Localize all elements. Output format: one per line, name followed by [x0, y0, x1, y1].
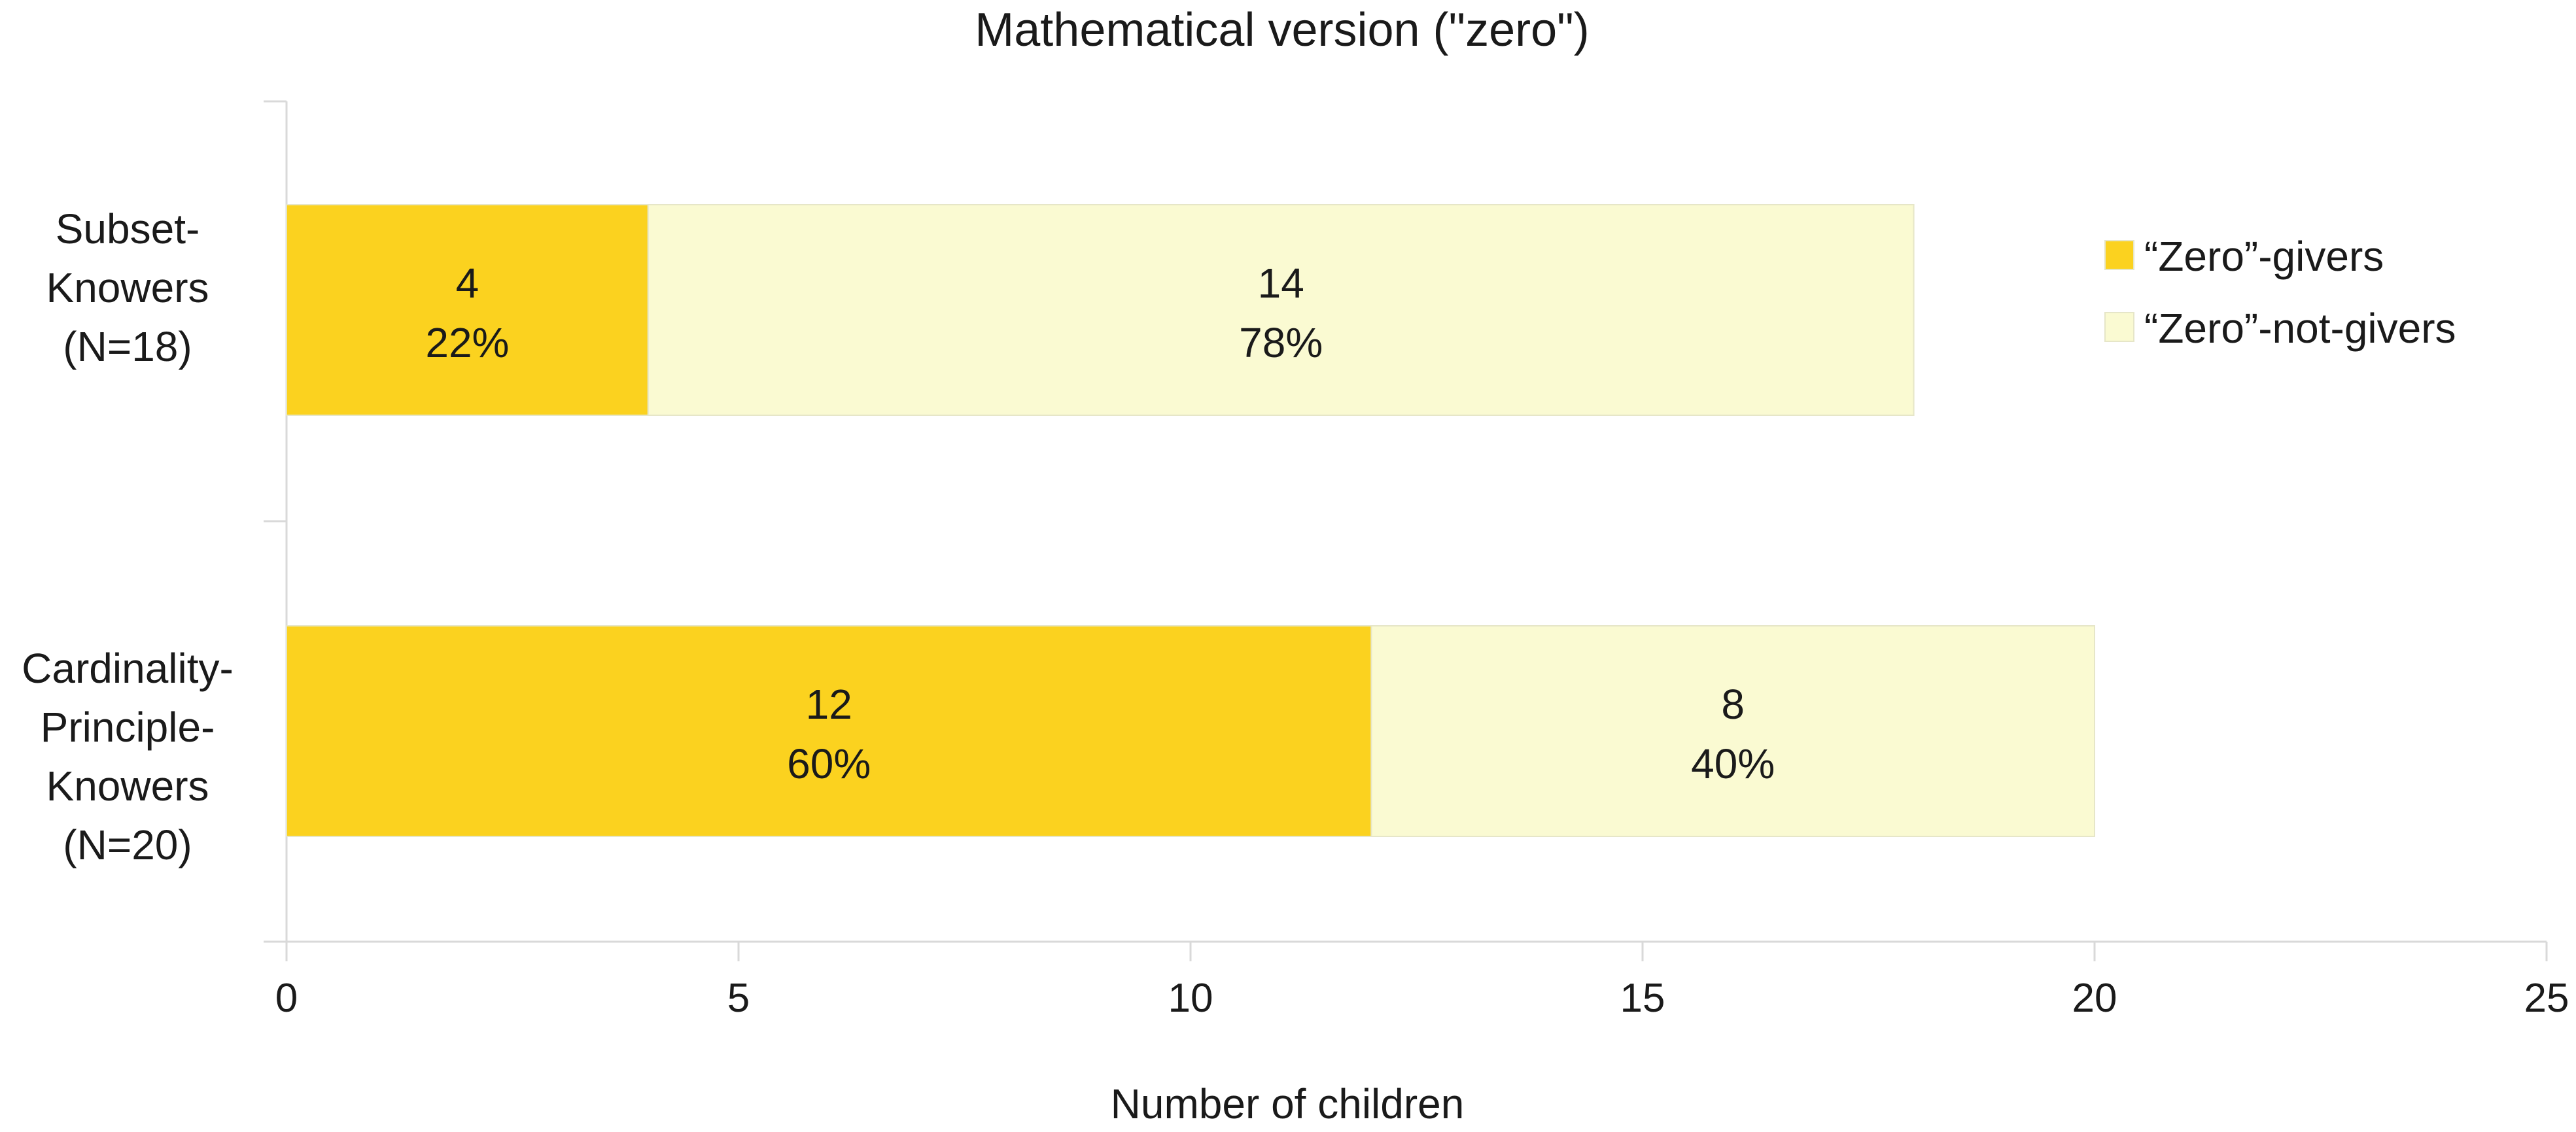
category-label: Subset- Knowers (N=18)	[46, 205, 209, 370]
legend-swatch	[2104, 312, 2134, 342]
x-tick-label: 0	[275, 976, 298, 1021]
category-label-line: Cardinality-	[22, 645, 234, 692]
legend-label: “Zero”-not-givers	[2144, 305, 2456, 352]
legend-swatch	[2104, 240, 2134, 270]
category-label-line: (N=20)	[63, 821, 192, 868]
chart-title: Mathematical version ("zero")	[975, 4, 1589, 56]
category-label-line: Subset-	[56, 205, 200, 252]
category-label-line: Knowers	[46, 763, 209, 810]
bar-percent-label: 78%	[1239, 319, 1323, 366]
x-tick-label: 10	[1168, 976, 1213, 1021]
bar-value-label: 14	[1258, 260, 1304, 307]
x-tick-label: 20	[2072, 976, 2117, 1021]
bar-percent-label: 22%	[425, 319, 509, 366]
bar-value-label: 4	[456, 260, 479, 307]
legend-label: “Zero”-givers	[2144, 233, 2384, 280]
plot-area: 0 5 10 15 20 25 Subset- Knowers (N=18) Cardinalit…	[22, 100, 2569, 1021]
category-label-line: (N=18)	[63, 323, 192, 370]
x-tick-label: 15	[1620, 976, 1665, 1021]
bar-value-label: 12	[806, 681, 852, 728]
bar-percent-label: 40%	[1691, 740, 1775, 787]
x-axis-title: Number of children	[1111, 1080, 1465, 1127]
x-tick-label: 25	[2524, 976, 2569, 1021]
category-label-line: Principle-	[41, 704, 215, 751]
bar-percent-label: 60%	[787, 740, 871, 787]
category-label-line: Knowers	[46, 264, 209, 311]
x-tick-label: 5	[727, 976, 750, 1021]
legend: “Zero”-givers “Zero”-not-givers	[2104, 233, 2456, 352]
bar-segment	[286, 204, 649, 416]
bar-segment	[647, 204, 1915, 416]
bar-value-label: 8	[1721, 681, 1745, 728]
bar-segment	[286, 625, 1372, 837]
category-label: Cardinality- Principle- Knowers (N=20)	[22, 645, 234, 868]
bar-segment	[1370, 625, 2095, 837]
